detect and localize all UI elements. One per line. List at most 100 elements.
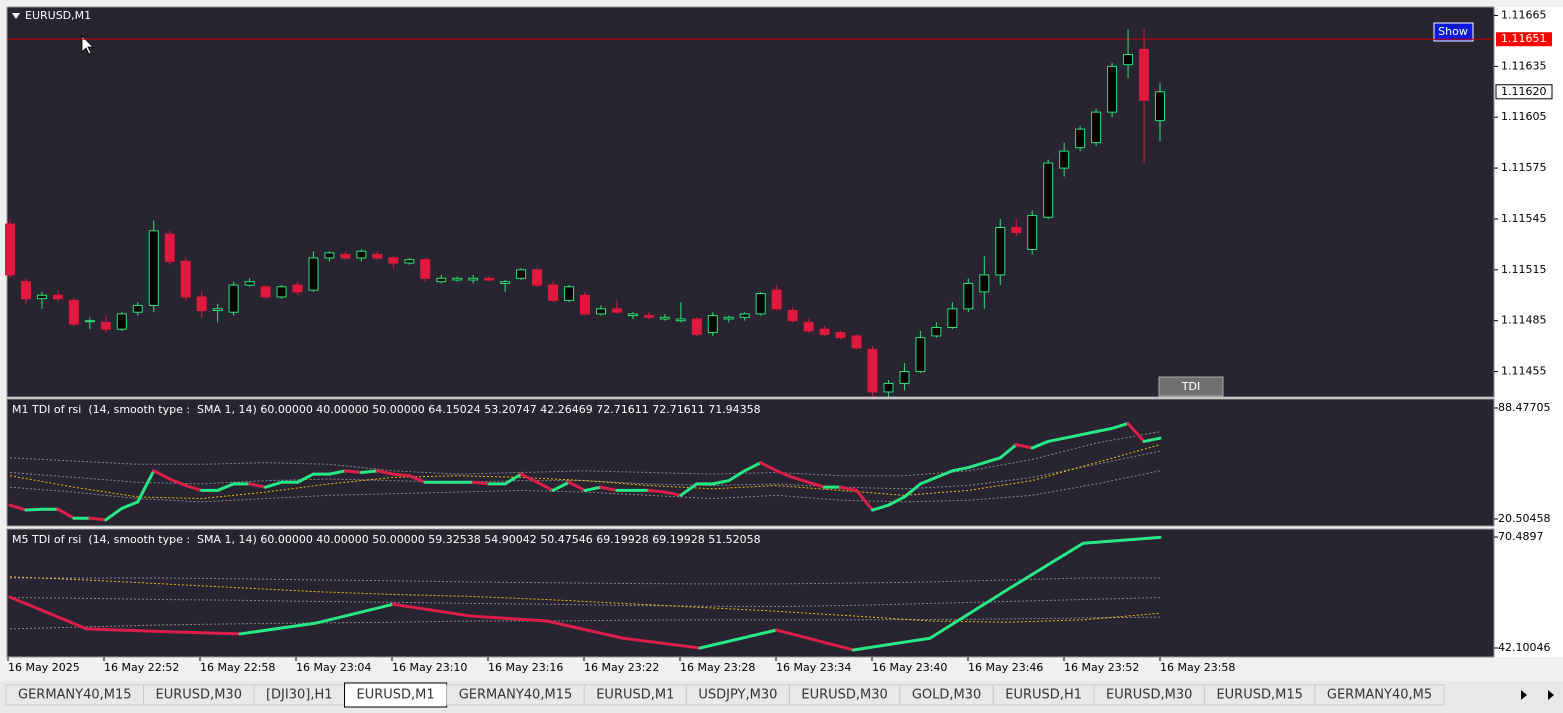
candle-body	[995, 226, 1006, 276]
price-tick-label: 1.11455	[1501, 365, 1547, 378]
candle-body	[516, 269, 527, 279]
tab-label[interactable]: GERMANY40,M15	[459, 688, 573, 703]
tdi-button-label[interactable]: TDI	[1181, 380, 1200, 393]
candle-body	[899, 371, 910, 384]
rsi-segment	[24, 507, 44, 512]
tab-label[interactable]: EURUSD,M30	[801, 688, 887, 703]
rsi-segment	[519, 472, 539, 484]
tab-label[interactable]: GERMANY40,M15	[18, 688, 132, 703]
candle-body	[276, 286, 287, 298]
candle-body	[867, 349, 878, 393]
cursor	[81, 35, 94, 55]
candle-body	[324, 252, 335, 259]
main-pane	[6, 6, 1495, 398]
time-label: 16 May 22:58	[200, 661, 275, 674]
candle-body	[627, 313, 638, 317]
tdi-button[interactable]	[1158, 376, 1224, 397]
price-tick-label: 1.11515	[1501, 263, 1547, 276]
rsi-segment	[934, 469, 954, 479]
candle-body	[659, 316, 670, 320]
price-tick-label: 1.11665	[1501, 8, 1547, 21]
rsi-segment	[85, 627, 165, 634]
rsi-segment	[1078, 430, 1098, 437]
price-tick-label: 1.11545	[1501, 212, 1547, 225]
candle-body	[595, 308, 606, 315]
show-button[interactable]	[1433, 22, 1474, 42]
tab-label[interactable]: EURUSD,M15	[1216, 688, 1302, 703]
rsi-segment	[161, 630, 242, 636]
rsi-segment	[928, 588, 1009, 640]
time-label: 16 May 23:04	[296, 661, 371, 674]
tab-label[interactable]: [DJI30],H1	[266, 688, 333, 703]
rsi-segment	[1062, 433, 1082, 440]
tab-scroll-left[interactable]	[1521, 690, 1527, 700]
candle-body	[84, 320, 95, 323]
pane-label: M1 TDI of rsi (14, smooth type : SMA 1, …	[12, 403, 761, 416]
rsi-segment	[264, 480, 284, 489]
rsi-segment	[238, 621, 319, 636]
rsi-segment	[535, 480, 555, 492]
candle-body	[228, 284, 239, 313]
candle-body	[947, 308, 958, 328]
show-button-label[interactable]: Show	[1438, 25, 1468, 38]
rsi-segment	[391, 472, 411, 478]
rsi-segment	[711, 479, 731, 486]
candle-body	[564, 286, 575, 301]
candle-body	[1123, 53, 1134, 66]
candle-body	[851, 335, 862, 349]
tab-scroll-right[interactable]	[1548, 690, 1554, 700]
candle-body	[68, 299, 79, 325]
rsi-segment	[551, 480, 571, 492]
candle-body	[36, 294, 47, 300]
tab-label[interactable]: EURUSD,M30	[156, 688, 242, 703]
tab-label[interactable]: EURUSD,M1	[357, 688, 435, 703]
candle-body	[931, 326, 942, 337]
tab-label[interactable]: EURUSD,H1	[1005, 688, 1082, 703]
candle-body	[1043, 162, 1054, 218]
candle-body	[20, 281, 31, 300]
tab-label[interactable]: EURUSD,M1	[596, 688, 674, 703]
candle-body	[436, 277, 447, 283]
time-label: 16 May 23:10	[392, 661, 467, 674]
rsi-segment	[583, 485, 603, 492]
tab[interactable]	[344, 682, 448, 708]
time-label: 16 May 2025	[8, 661, 80, 674]
tab-label[interactable]: GOLD,M30	[912, 688, 981, 703]
candle-body	[164, 233, 175, 262]
candle-body	[356, 250, 367, 259]
candle-body	[835, 332, 846, 339]
candle-body	[52, 294, 63, 300]
time-label: 16 May 23:40	[872, 661, 947, 674]
time-label: 16 May 23:34	[776, 661, 851, 674]
tab-label[interactable]: GERMANY40,M5	[1327, 688, 1432, 703]
rsi-segment	[407, 474, 427, 484]
rsi-segment	[982, 456, 1002, 465]
time-label: 16 May 23:46	[968, 661, 1043, 674]
price-tick-label: 1.11605	[1501, 110, 1547, 123]
candle-body	[611, 308, 622, 313]
candle-body	[1059, 150, 1070, 169]
rsi-segment	[679, 482, 699, 497]
rsi-segment	[1005, 541, 1085, 592]
candle-body	[148, 230, 159, 306]
candle-body	[388, 257, 399, 264]
pane-label: M5 TDI of rsi (14, smooth type : SMA 1, …	[12, 533, 761, 546]
tab-label[interactable]: EURUSD,M30	[1106, 688, 1192, 703]
candle-body	[404, 259, 415, 264]
candle-body	[500, 281, 511, 284]
rsi-segment	[88, 516, 108, 522]
tab-label[interactable]: USDJPY,M30	[698, 688, 777, 703]
rsi-segment	[599, 485, 619, 492]
rsi-segment	[1046, 436, 1066, 443]
candle-body	[180, 260, 191, 298]
candle-body	[1075, 128, 1086, 149]
rsi-segment	[391, 602, 472, 618]
rsi-segment	[375, 469, 395, 476]
lower-band	[9, 470, 1161, 503]
middle-band	[9, 450, 1161, 490]
menu-arrow[interactable]	[12, 13, 20, 19]
tab[interactable]	[1314, 684, 1445, 706]
rsi-segment	[136, 469, 156, 504]
